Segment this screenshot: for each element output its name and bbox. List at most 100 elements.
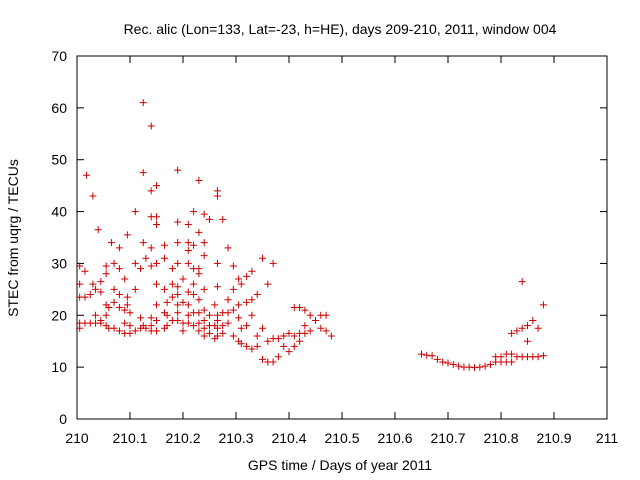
data-point bbox=[229, 262, 237, 270]
data-point bbox=[102, 270, 110, 278]
data-point bbox=[153, 182, 160, 190]
data-point bbox=[195, 327, 203, 335]
data-point bbox=[195, 228, 203, 236]
data-point bbox=[486, 361, 494, 369]
data-point bbox=[153, 316, 160, 324]
data-point bbox=[97, 278, 105, 286]
data-point bbox=[102, 311, 110, 319]
x-tick-label: 210.8 bbox=[483, 430, 518, 446]
data-point bbox=[224, 244, 232, 252]
data-point bbox=[518, 278, 526, 286]
data-point bbox=[110, 324, 118, 332]
data-point bbox=[306, 327, 314, 335]
data-point bbox=[235, 314, 243, 322]
data-point bbox=[81, 267, 89, 275]
data-point bbox=[229, 285, 237, 293]
data-point bbox=[184, 319, 192, 327]
data-point bbox=[306, 311, 314, 319]
data-point bbox=[301, 329, 309, 337]
data-point bbox=[253, 332, 261, 340]
data-point bbox=[179, 275, 187, 283]
data-point bbox=[219, 322, 227, 330]
y-tick-label: 60 bbox=[51, 100, 67, 116]
data-point bbox=[539, 352, 547, 360]
data-point bbox=[121, 306, 129, 314]
chart-title: Rec. alic (Lon=133, Lat=-23, h=HE), days… bbox=[124, 21, 557, 37]
data-point bbox=[174, 301, 182, 309]
data-point bbox=[131, 259, 139, 267]
data-point bbox=[126, 329, 134, 337]
x-tick-label: 210.5 bbox=[324, 430, 359, 446]
x-axis-label: GPS time / Days of year 2011 bbox=[248, 457, 432, 473]
data-point bbox=[92, 285, 100, 293]
data-point bbox=[248, 311, 256, 319]
data-point bbox=[248, 267, 256, 275]
data-point bbox=[110, 298, 118, 306]
data-point bbox=[219, 215, 227, 223]
data-point bbox=[97, 319, 105, 327]
data-point bbox=[312, 316, 319, 324]
data-point bbox=[97, 288, 105, 296]
data-point bbox=[195, 319, 203, 327]
data-point bbox=[206, 329, 213, 337]
x-tick-label: 210.2 bbox=[165, 430, 200, 446]
data-point bbox=[206, 311, 213, 319]
data-point bbox=[513, 327, 521, 335]
data-point bbox=[76, 280, 84, 288]
data-point bbox=[115, 304, 123, 312]
x-tick-label: 211 bbox=[596, 430, 619, 446]
data-point bbox=[139, 169, 147, 177]
data-point bbox=[163, 298, 171, 306]
data-point bbox=[280, 342, 288, 350]
data-point bbox=[481, 362, 489, 370]
y-tick-label: 70 bbox=[51, 48, 67, 64]
x-tick-label: 210 bbox=[65, 430, 89, 446]
x-tick-label: 210.7 bbox=[430, 430, 465, 446]
data-point bbox=[153, 213, 160, 221]
data-point bbox=[190, 322, 198, 330]
data-point bbox=[163, 322, 171, 330]
data-point bbox=[508, 329, 516, 337]
data-point bbox=[81, 293, 89, 301]
x-axis: 210 210.1 210.2 210.3 210.4 210.5 210.6 210.7 21… bbox=[65, 56, 618, 446]
plot-frame bbox=[76, 55, 608, 420]
data-point bbox=[280, 332, 288, 340]
data-point bbox=[524, 337, 531, 345]
data-point bbox=[184, 246, 192, 254]
data-point bbox=[235, 275, 243, 283]
data-point bbox=[83, 171, 91, 179]
data-point bbox=[110, 285, 118, 293]
data-point bbox=[89, 192, 97, 200]
data-point bbox=[418, 350, 425, 358]
data-point bbox=[285, 329, 293, 337]
data-point bbox=[237, 324, 245, 332]
data-point bbox=[179, 327, 187, 335]
data-point bbox=[200, 306, 208, 314]
x-tick-label: 210.1 bbox=[112, 430, 147, 446]
data-point bbox=[253, 291, 261, 299]
data-point bbox=[139, 99, 147, 107]
data-point bbox=[121, 319, 129, 327]
data-point bbox=[211, 301, 219, 309]
y-tick-label: 0 bbox=[59, 411, 67, 427]
data-point bbox=[174, 283, 182, 291]
data-point bbox=[190, 280, 198, 288]
data-point bbox=[224, 296, 232, 304]
data-point bbox=[235, 301, 243, 309]
data-point bbox=[153, 280, 160, 288]
data-point bbox=[229, 332, 237, 340]
data-point bbox=[153, 301, 160, 309]
data-point bbox=[139, 239, 147, 247]
data-point bbox=[131, 327, 139, 335]
data-point bbox=[195, 270, 203, 278]
data-point bbox=[92, 311, 100, 319]
y-tick-label: 50 bbox=[51, 152, 67, 168]
data-point bbox=[76, 324, 84, 332]
data-point bbox=[200, 210, 208, 218]
data-point bbox=[449, 361, 457, 369]
data-point bbox=[285, 348, 293, 356]
data-point bbox=[174, 218, 182, 226]
data-point bbox=[123, 231, 131, 239]
data-point bbox=[301, 306, 309, 314]
data-point bbox=[115, 265, 123, 273]
